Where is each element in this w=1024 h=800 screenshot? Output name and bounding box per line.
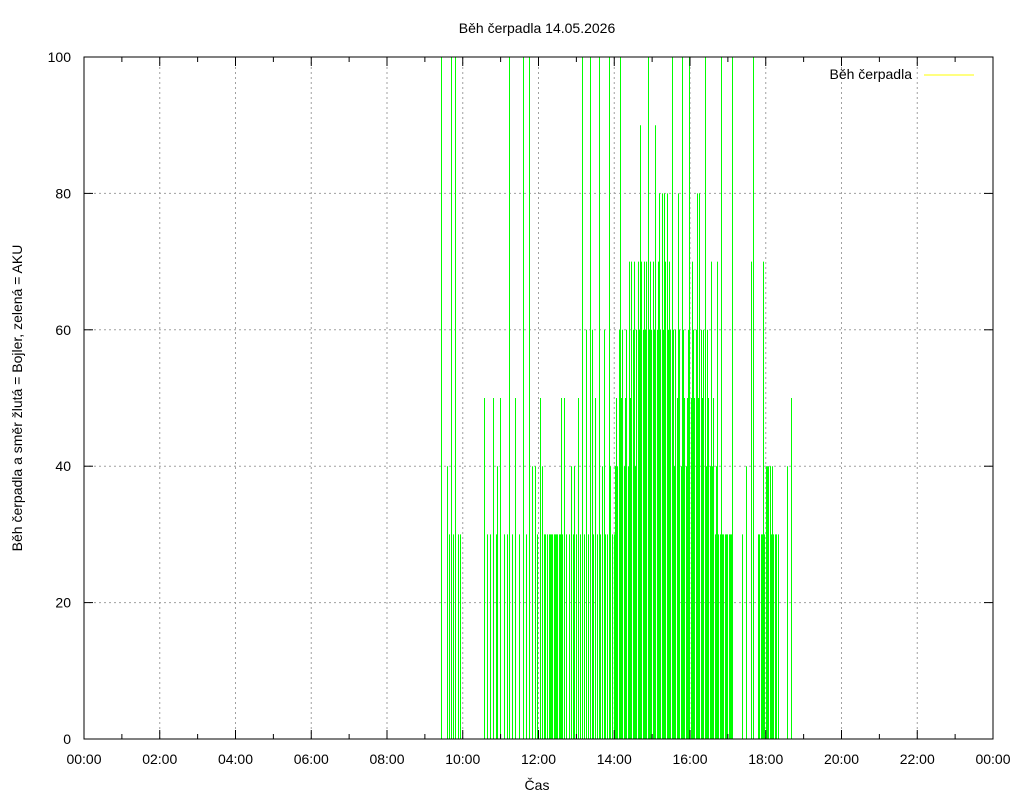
legend: Běh čerpadla <box>829 66 974 82</box>
x-tick-label: 00:00 <box>975 751 1010 767</box>
x-axis-label: Čas <box>525 777 550 793</box>
x-tick-label: 08:00 <box>369 751 404 767</box>
x-tick-label: 12:00 <box>521 751 556 767</box>
x-tick-labels: 00:00 02:00 04:00 06:00 08:00 10:00 12:00 14:00… <box>66 751 1010 767</box>
x-tick-label: 04:00 <box>218 751 253 767</box>
y-tick-label: 0 <box>63 731 71 747</box>
y-tick-label: 100 <box>48 49 72 65</box>
x-tick-label: 00:00 <box>66 751 101 767</box>
x-tick-label: 06:00 <box>294 751 329 767</box>
x-tick-label: 16:00 <box>672 751 707 767</box>
x-tick-label: 22:00 <box>900 751 935 767</box>
x-tick-label: 18:00 <box>748 751 783 767</box>
x-tick-label: 20:00 <box>824 751 859 767</box>
x-tick-label: 02:00 <box>142 751 177 767</box>
chart-title: Běh čerpadla 14.05.2026 <box>459 20 616 36</box>
y-tick-label: 60 <box>55 322 71 338</box>
ticks <box>83 56 994 740</box>
x-tick-label: 14:00 <box>597 751 632 767</box>
y-tick-label: 80 <box>55 185 71 201</box>
y-axis-label: Běh čerpadla a směr žlutá = Bojler, zele… <box>9 245 25 552</box>
legend-label: Běh čerpadla <box>829 66 912 82</box>
x-tick-label: 10:00 <box>445 751 480 767</box>
y-tick-label: 40 <box>55 458 71 474</box>
bars <box>441 57 792 739</box>
y-tick-labels: 0 20 40 60 80 100 <box>48 49 72 747</box>
y-tick-label: 20 <box>55 595 71 611</box>
